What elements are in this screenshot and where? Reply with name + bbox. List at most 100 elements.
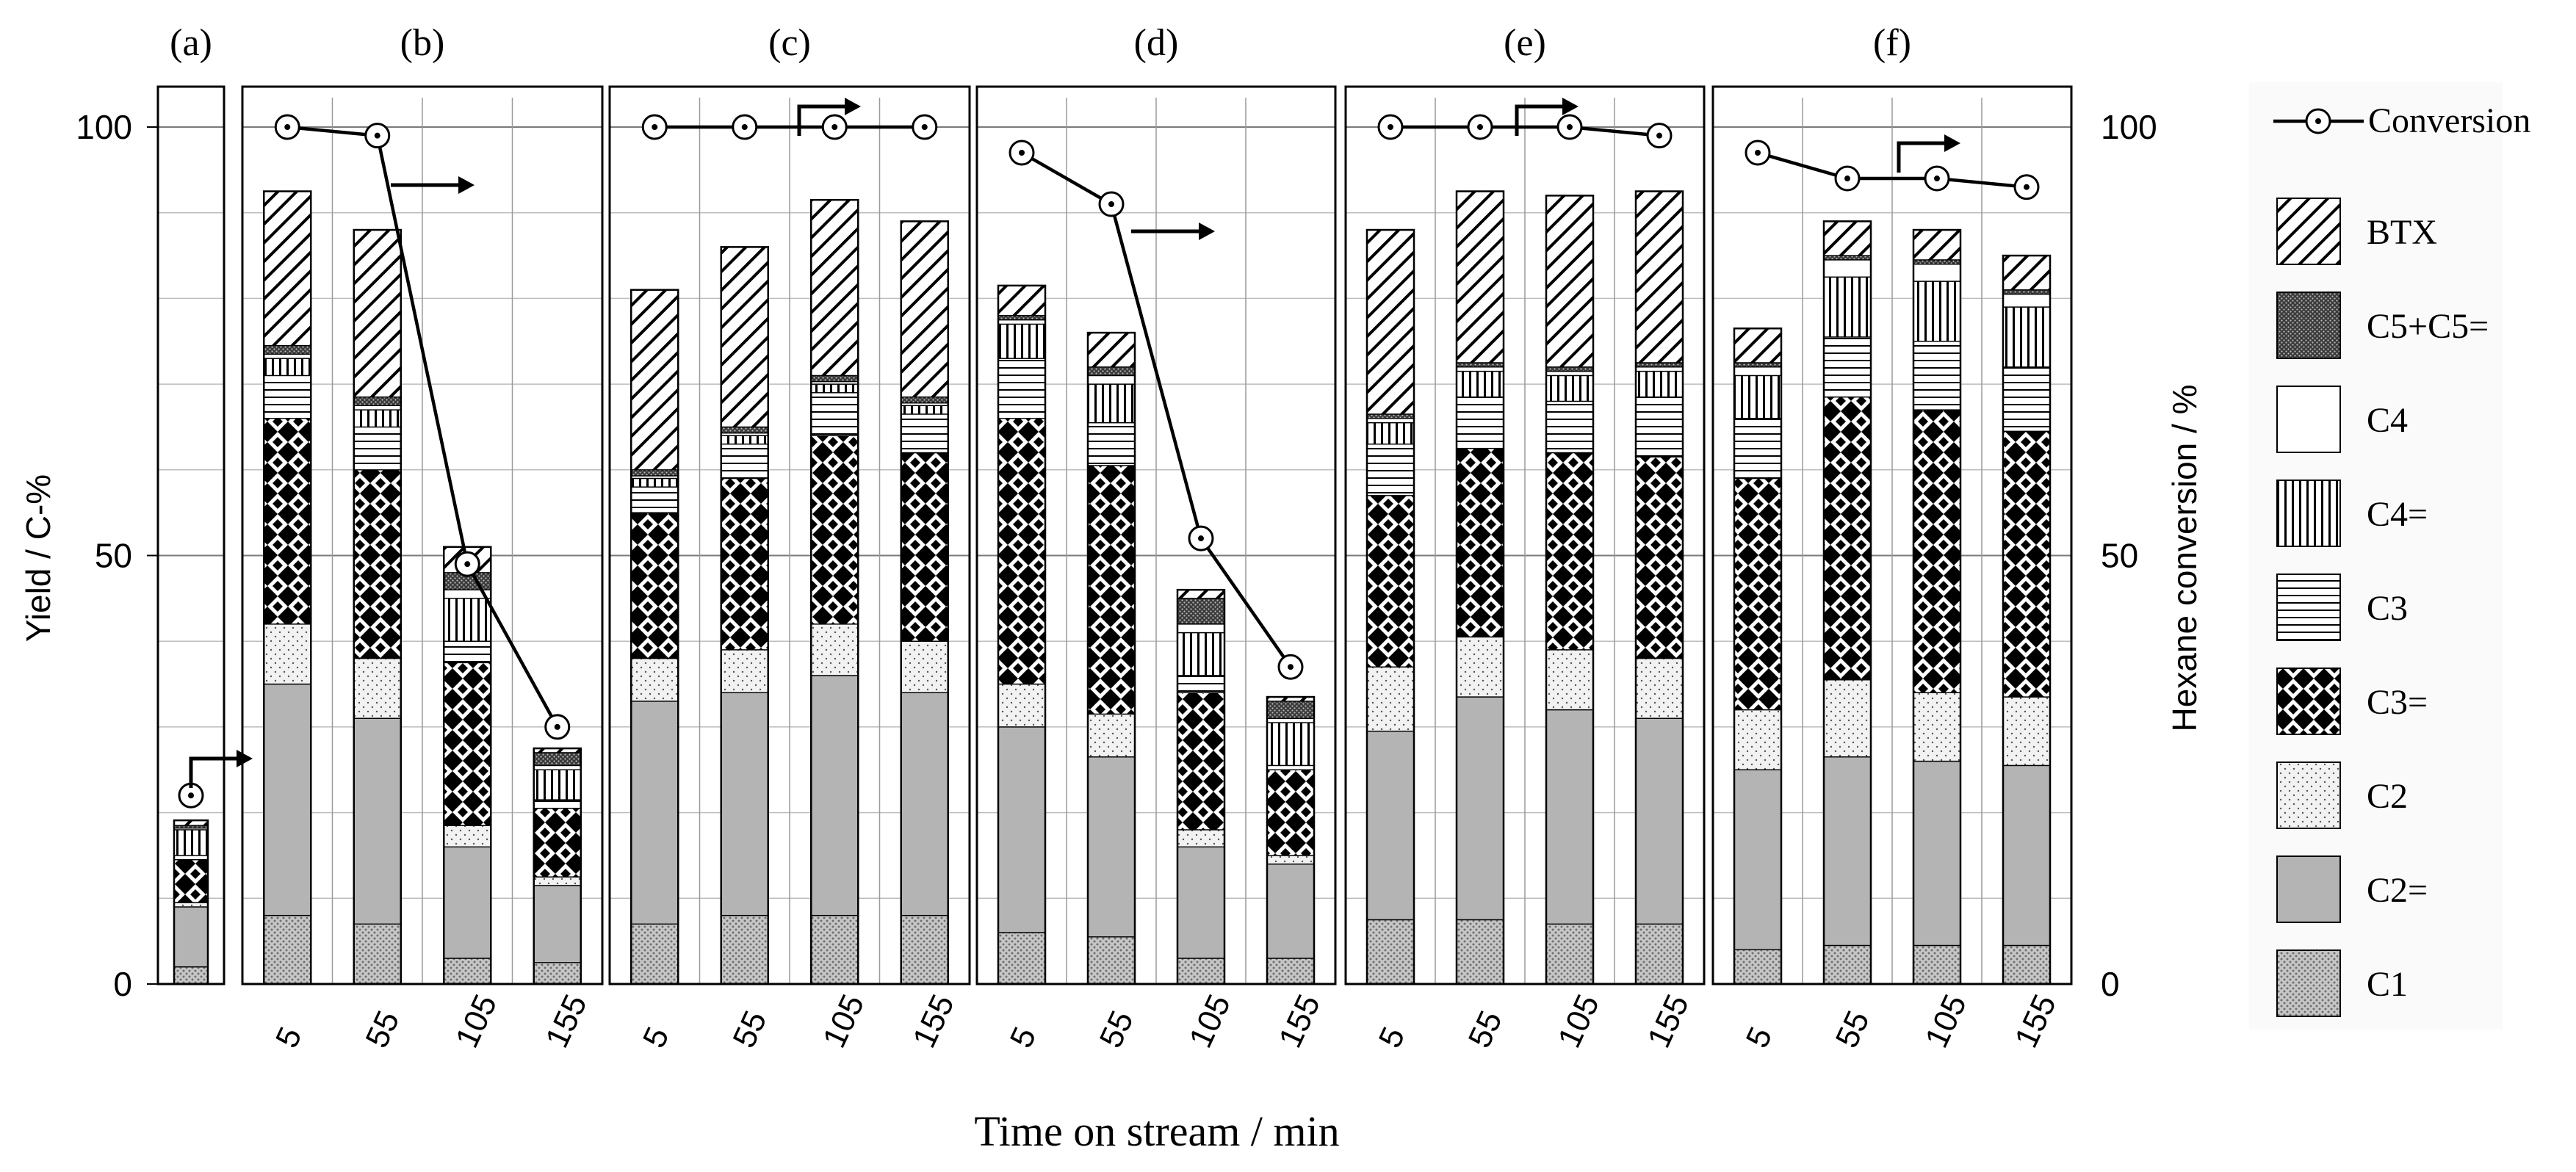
x-tick-label: 5 bbox=[636, 1021, 677, 1053]
bar-segment-btx bbox=[1177, 589, 1225, 599]
bar-segment-c5plusc5e bbox=[1266, 701, 1315, 719]
x-tick-label: 155 bbox=[1641, 989, 1696, 1053]
x-tick-label: 5 bbox=[1003, 1021, 1044, 1053]
bar-segment-c1 bbox=[721, 914, 769, 985]
panel-label: (a) bbox=[170, 22, 212, 64]
y-tick-label: 100 bbox=[76, 108, 132, 146]
bar-segment-c3e bbox=[173, 859, 209, 903]
bar-segment-c1 bbox=[1177, 958, 1225, 985]
bar-segment-c2e bbox=[2002, 764, 2051, 947]
bar-segment-c1 bbox=[1456, 919, 1504, 985]
bar-segment-c3 bbox=[533, 799, 582, 809]
bar-segment-c3 bbox=[1913, 341, 1961, 410]
bar-segment-c4 bbox=[1545, 370, 1594, 377]
bar-segment-c1 bbox=[173, 966, 209, 985]
bar-segment-c3e bbox=[721, 477, 769, 651]
bar-segment-c4e bbox=[1733, 375, 1782, 419]
conversion-marker-dot bbox=[1477, 124, 1483, 130]
bar-segment-c3 bbox=[1177, 675, 1225, 693]
bar-segment-c4e bbox=[1087, 383, 1136, 424]
bar-segment-btx bbox=[810, 199, 859, 377]
axis-indicator-arrow bbox=[1897, 141, 1944, 173]
bar-segment-c4 bbox=[1635, 366, 1684, 372]
bar-segment-c2e bbox=[721, 692, 769, 916]
bar-segment-c4e bbox=[810, 383, 859, 394]
x-tick-label: 55 bbox=[1829, 1005, 1877, 1053]
bar-segment-c2 bbox=[263, 623, 311, 685]
bar-segment-c3e bbox=[533, 808, 582, 878]
bar-segment-btx bbox=[1456, 190, 1504, 363]
bar-segment-c5plusc5e bbox=[1545, 366, 1594, 372]
bar-segment-c2e bbox=[1456, 696, 1504, 921]
bar-segment-c5plusc5e bbox=[263, 344, 311, 355]
panel-label: (e) bbox=[1504, 22, 1546, 64]
conversion-marker-dot bbox=[831, 124, 838, 130]
bar-segment-c5plusc5e bbox=[1177, 598, 1225, 625]
conversion-marker-dot bbox=[1934, 176, 1940, 182]
legend-label-c4: C4 bbox=[2367, 401, 2408, 440]
bar-segment-c5plusc5e bbox=[1913, 259, 1961, 265]
x-tick-label: 55 bbox=[358, 1005, 406, 1053]
bar-segment-c3e bbox=[1545, 452, 1594, 651]
bar-segment-c2 bbox=[1913, 692, 1961, 762]
bar-segment-c5plusc5e bbox=[721, 426, 769, 434]
bar-segment-c2 bbox=[1635, 657, 1684, 719]
bar-segment-c4 bbox=[1177, 623, 1225, 634]
bar-segment-c3 bbox=[353, 426, 402, 471]
bar-segment-c4 bbox=[2002, 293, 2051, 308]
bar-segment-btx bbox=[263, 190, 311, 347]
bar-segment-c5plusc5e bbox=[353, 396, 402, 406]
bar-segment-c2e bbox=[630, 701, 679, 925]
bar-segment-c2e bbox=[1913, 760, 1961, 947]
bar-segment-c4e bbox=[1177, 632, 1225, 676]
bar-segment-c5plusc5e bbox=[2002, 289, 2051, 295]
bar-segment-c4e bbox=[1913, 281, 1961, 342]
y2-axis-title: Hexane conversion / % bbox=[2165, 384, 2204, 731]
bar-segment-c3 bbox=[1823, 336, 1872, 398]
bar-segment-c3 bbox=[1266, 764, 1315, 770]
bar-segment-btx bbox=[353, 229, 402, 398]
bar-segment-c3 bbox=[810, 392, 859, 436]
panel-frame bbox=[1344, 85, 1706, 985]
bar-segment-c1 bbox=[1823, 944, 1872, 985]
bar-segment-c5plusc5e bbox=[1635, 362, 1684, 368]
bar-segment-c3e bbox=[630, 512, 679, 659]
bar-segment-c4e bbox=[1366, 422, 1415, 445]
conversion-marker-dot bbox=[374, 132, 380, 139]
conversion-marker-dot bbox=[188, 792, 194, 799]
axis-indicator-arrowhead bbox=[1199, 223, 1215, 240]
bar-segment-c3e bbox=[263, 418, 311, 625]
bar-segment-c1 bbox=[1635, 923, 1684, 985]
bar-segment-c2 bbox=[997, 683, 1046, 728]
bar-segment-c2e bbox=[901, 692, 949, 916]
x-tick-label: 105 bbox=[1551, 989, 1606, 1053]
bar-segment-c3 bbox=[1366, 444, 1415, 496]
bar-segment-c4 bbox=[533, 764, 582, 770]
axis-indicator-arrowhead bbox=[1562, 98, 1579, 115]
bar-segment-c2 bbox=[1733, 709, 1782, 770]
bar-segment-c4e bbox=[1266, 722, 1315, 767]
bar-segment-c2e bbox=[353, 717, 402, 925]
bar-segment-c5plusc5e bbox=[1087, 366, 1136, 377]
bar-segment-c2e bbox=[1366, 731, 1415, 921]
x-tick-label: 155 bbox=[906, 989, 961, 1053]
bar-segment-c3 bbox=[263, 375, 311, 419]
bar-segment-btx bbox=[721, 246, 769, 428]
bar-segment-c3e bbox=[1913, 409, 1961, 693]
y2-tick-label: 50 bbox=[2101, 537, 2138, 575]
bar-segment-c5plusc5e bbox=[1823, 255, 1872, 261]
bar-segment-c2 bbox=[901, 640, 949, 693]
bar-segment-c1 bbox=[1087, 936, 1136, 985]
legend-swatch-c4e bbox=[2276, 480, 2341, 547]
bar-segment-c1 bbox=[1545, 923, 1594, 985]
bar-segment-c3 bbox=[630, 486, 679, 513]
conversion-marker-dot bbox=[652, 124, 658, 130]
bar-segment-c2 bbox=[1266, 855, 1315, 865]
bar-segment-c3 bbox=[443, 640, 491, 664]
bar-segment-c4e bbox=[263, 358, 311, 377]
bar-segment-c1 bbox=[901, 914, 949, 985]
panel-frame bbox=[608, 85, 971, 985]
bar-segment-c3e bbox=[1366, 495, 1415, 668]
bar-segment-c2e bbox=[1266, 863, 1315, 959]
bar-segment-btx bbox=[1087, 332, 1136, 368]
